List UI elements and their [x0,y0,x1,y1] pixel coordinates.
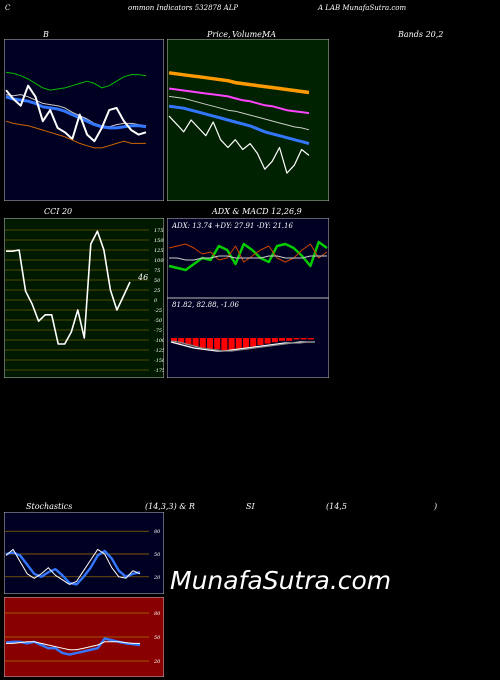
ma-title: MA [262,30,276,39]
adx-panel: ADX: 13.74 +DY: 27.91 -DY: 21.16 [167,218,329,298]
macd-line-1 [170,340,315,352]
cci-tick-1: 150 [154,238,164,244]
bollinger-series-2 [5,95,147,130]
cci-tick-10: -75 [154,328,162,334]
macd-bar-19 [307,338,314,340]
price-panel [167,39,329,201]
bollinger-series-3 [5,84,147,143]
macd-panel: 81.82, 82.88, -1.06 [167,298,329,378]
bollinger-series-4 [5,120,146,149]
adx-series-2 [169,255,327,261]
rsi-tick-2: 20 [153,659,161,665]
macd-bar-2 [185,338,192,345]
bollinger-title: B [43,30,49,39]
stoch-tick-1: 50 [154,552,161,558]
cci-line [6,230,131,345]
stoch-title-4: (14,5 [326,502,347,511]
macd-bar-5 [207,338,213,350]
rsi-tick-1: 50 [154,635,161,641]
watermark: MunafaSutra.com [170,566,392,595]
stoch-series-0 [5,549,141,586]
cci-tick-2: 125 [154,248,164,254]
macd-bar-8 [228,338,235,351]
macd-readout: 81.82, 82.88, -1.06 [172,301,239,309]
cci-title: CCI 20 [44,207,73,216]
price-series-3 [168,104,310,146]
macd-bar-7 [221,338,228,351]
macd-bar-6 [214,338,221,350]
adx-series-1 [168,243,328,263]
rsi-panel: 80 50 20 [4,597,164,677]
stoch-title-1: Stochastics [26,502,73,511]
macd-bar-12 [257,338,264,345]
cci-tick-14: -175 [154,368,164,374]
bollinger-series-1 [5,94,147,128]
stoch-tick-2: 20 [153,575,161,581]
macd-bar-10 [243,338,249,348]
rsi-series-1 [6,641,140,651]
adx-readout: ADX: 13.74 +DY: 27.91 -DY: 21.16 [171,222,293,230]
cci-tick-6: 25 [153,288,160,294]
macd-bar-9 [235,338,242,350]
stoch-title-2: (14,3,3) & R [145,502,195,511]
cci-tick-8: -25 [154,308,162,314]
cci-tick-13: -150 [154,358,164,364]
macd-bar-4 [199,338,206,348]
cci-tick-5: 50 [154,278,161,284]
cci-tick-7: 0 [154,298,158,304]
price-series-0 [168,71,310,95]
macd-bar-13 [264,338,271,344]
macd-bar-18 [300,338,307,340]
adx-series-0 [168,240,328,272]
price-series-1 [168,87,310,115]
bands-title: Bands 20,2 [398,30,444,39]
macd-bar-0 [171,338,177,343]
macd-bar-17 [293,338,300,340]
cci-tick-11: -100 [154,338,164,344]
price-title: Price, [207,30,231,39]
macd-bar-15 [279,338,285,341]
header-middle: ommon Indicators 532878 ALP [128,4,239,12]
stoch-title-5: ) [434,502,438,511]
adx-macd-title: ADX & MACD 12,26,9 [212,207,302,216]
stoch-title-3: SI [246,502,255,511]
cci-panel: 175 150 125 100 75 50 25 0 -25 -50 -75 -100 -125 -150… [4,218,164,378]
stochastics-panel: 80 50 20 [4,512,164,594]
stoch-tick-0: 80 [154,529,161,535]
bollinger-panel [4,39,164,201]
macd-bar-14 [271,338,278,343]
cci-tick-3: 100 [154,258,164,264]
cci-tick-0: 175 [154,228,164,234]
cci-last-value: 46 [137,273,148,282]
price-series-4 [168,115,310,174]
bollinger-series-0 [5,71,147,91]
stoch-series-1 [5,548,141,585]
macd-bar-3 [192,338,199,347]
cci-tick-12: -125 [154,348,164,354]
cci-tick-4: 75 [154,268,160,274]
header-right: A LAB MunafaSutra.com [318,4,407,12]
header-left: C [5,4,11,12]
macd-bar-1 [178,338,185,344]
volume-title: Volume, [232,30,265,39]
rsi-tick-0: 80 [154,611,161,617]
price-series-2 [168,95,310,131]
macd-bar-11 [250,338,257,347]
cci-tick-9: -50 [154,318,163,324]
macd-bar-16 [286,338,293,341]
